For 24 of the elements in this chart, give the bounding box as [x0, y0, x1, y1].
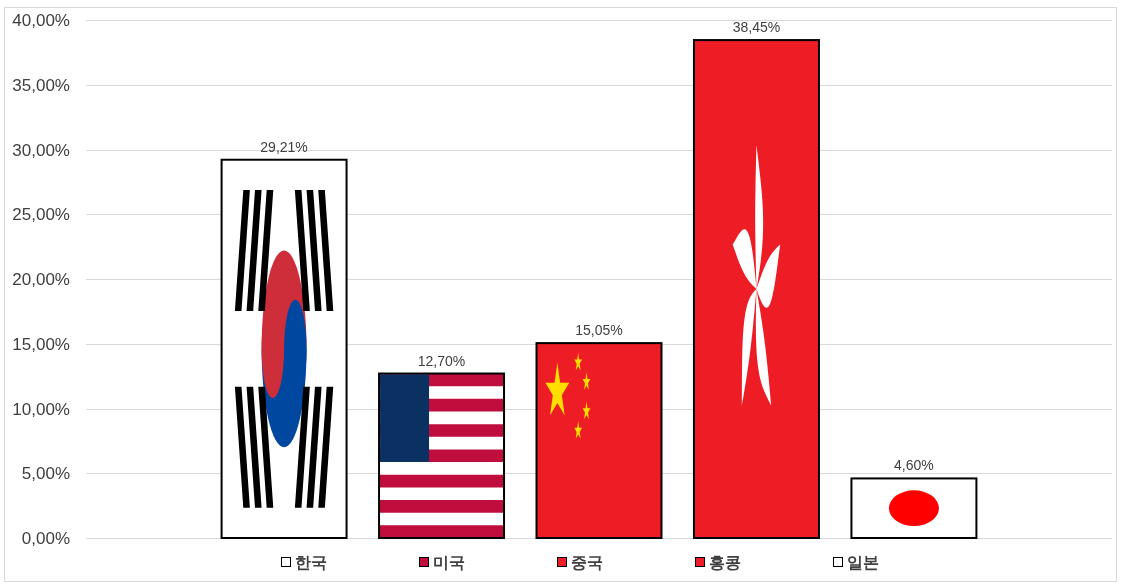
legend-label: 미국: [433, 553, 465, 571]
legend-label: 홍콩: [709, 553, 741, 571]
data-label: 12,70%: [417, 352, 466, 369]
legend-entry: 미국: [419, 553, 465, 571]
legend-entry: 중국: [557, 553, 603, 571]
y-tick-label: 15,00%: [12, 335, 70, 354]
y-tick-label: 5,00%: [21, 464, 70, 483]
data-label: 4,60%: [894, 457, 934, 474]
legend-label: 한국: [295, 553, 327, 571]
data-label: 38,45%: [732, 19, 781, 36]
y-tick-label: 35,00%: [12, 76, 70, 95]
y-tick-label: 25,00%: [12, 205, 70, 224]
y-tick-label: 10,00%: [12, 400, 70, 419]
legend-entry: 홍콩: [695, 553, 741, 571]
legend-entry: 일본: [833, 553, 879, 571]
y-tick-label: 30,00%: [12, 141, 70, 160]
data-label: 29,21%: [260, 138, 308, 155]
legend-label: 일본: [847, 553, 879, 571]
y-tick-label: 40,00%: [12, 11, 70, 30]
legend-label: 중국: [571, 553, 603, 571]
legend-entry: 한국: [281, 553, 327, 571]
data-label: 15,05%: [575, 322, 623, 339]
y-tick-label: 0,00%: [21, 529, 70, 548]
y-tick-label: 20,00%: [12, 270, 70, 289]
